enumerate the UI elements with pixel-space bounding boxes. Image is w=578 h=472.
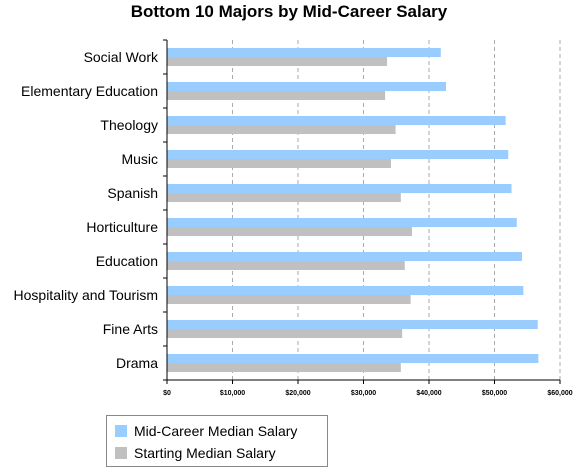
bar-social-work-mid-career bbox=[167, 48, 441, 57]
chart-title: Bottom 10 Majors by Mid-Career Salary bbox=[130, 2, 448, 21]
bar-drama-mid-career bbox=[167, 354, 539, 363]
axes bbox=[163, 39, 561, 384]
x-tick-label: $60,000 bbox=[547, 390, 572, 397]
bar-social-work-starting bbox=[167, 57, 388, 66]
category-label-education: Education bbox=[96, 253, 158, 269]
bar-music-mid-career bbox=[167, 150, 509, 159]
legend-item-starting: Starting Median Salary bbox=[115, 444, 276, 462]
category-label-horticulture: Horticulture bbox=[86, 219, 158, 235]
bar-elementary-education-starting bbox=[167, 91, 386, 100]
x-tick-label: $0 bbox=[163, 390, 171, 397]
category-label-theology: Theology bbox=[100, 117, 158, 133]
x-tick-label: $30,000 bbox=[351, 390, 376, 397]
category-label-drama: Drama bbox=[116, 355, 158, 371]
category-label-fine-arts: Fine Arts bbox=[103, 321, 158, 337]
legend-item-mid-career: Mid-Career Median Salary bbox=[115, 422, 297, 440]
bar-education-starting bbox=[167, 261, 405, 270]
bar-elementary-education-mid-career bbox=[167, 82, 447, 91]
legend-label-mid-career: Mid-Career Median Salary bbox=[134, 423, 298, 439]
legend: Mid-Career Median Salary Starting Median… bbox=[106, 415, 328, 467]
legend-label-starting: Starting Median Salary bbox=[134, 445, 276, 461]
bar-hospitality-and-tourism-mid-career bbox=[167, 286, 524, 295]
legend-swatch-starting bbox=[115, 447, 127, 459]
bar-fine-arts-mid-career bbox=[167, 320, 538, 329]
bar-drama-starting bbox=[167, 363, 401, 372]
x-tick-label: $40,000 bbox=[416, 390, 441, 397]
legend-swatch-mid-career bbox=[115, 425, 127, 437]
bar-spanish-mid-career bbox=[167, 184, 512, 193]
category-label-spanish: Spanish bbox=[107, 185, 158, 201]
bar-hospitality-and-tourism-starting bbox=[167, 295, 411, 304]
category-label-social-work: Social Work bbox=[84, 49, 159, 65]
bar-spanish-starting bbox=[167, 193, 401, 202]
bar-fine-arts-starting bbox=[167, 329, 403, 338]
category-labels: Social Work Elementary Education Theology M… bbox=[14, 49, 159, 371]
bar-theology-starting bbox=[167, 125, 396, 134]
bar-education-mid-career bbox=[167, 252, 523, 261]
category-label-music: Music bbox=[121, 151, 158, 167]
bar-horticulture-starting bbox=[167, 227, 412, 236]
category-label-elementary-education: Elementary Education bbox=[21, 83, 158, 99]
x-tick-labels: $0 $10,000 $20,000 $30,000 $40,000 $50,000 $60… bbox=[163, 390, 573, 397]
bar-chart: Social Work Elementary Education Theology M… bbox=[14, 39, 573, 397]
bar-theology-mid-career bbox=[167, 116, 506, 125]
bars bbox=[167, 48, 539, 372]
bar-music-starting bbox=[167, 159, 392, 168]
x-tick-label: $50,000 bbox=[482, 390, 507, 397]
bar-horticulture-mid-career bbox=[167, 218, 517, 227]
x-tick-label: $20,000 bbox=[285, 390, 310, 397]
category-label-hospitality-and-tourism: Hospitality and Tourism bbox=[14, 287, 158, 303]
x-tick-label: $10,000 bbox=[220, 390, 245, 397]
